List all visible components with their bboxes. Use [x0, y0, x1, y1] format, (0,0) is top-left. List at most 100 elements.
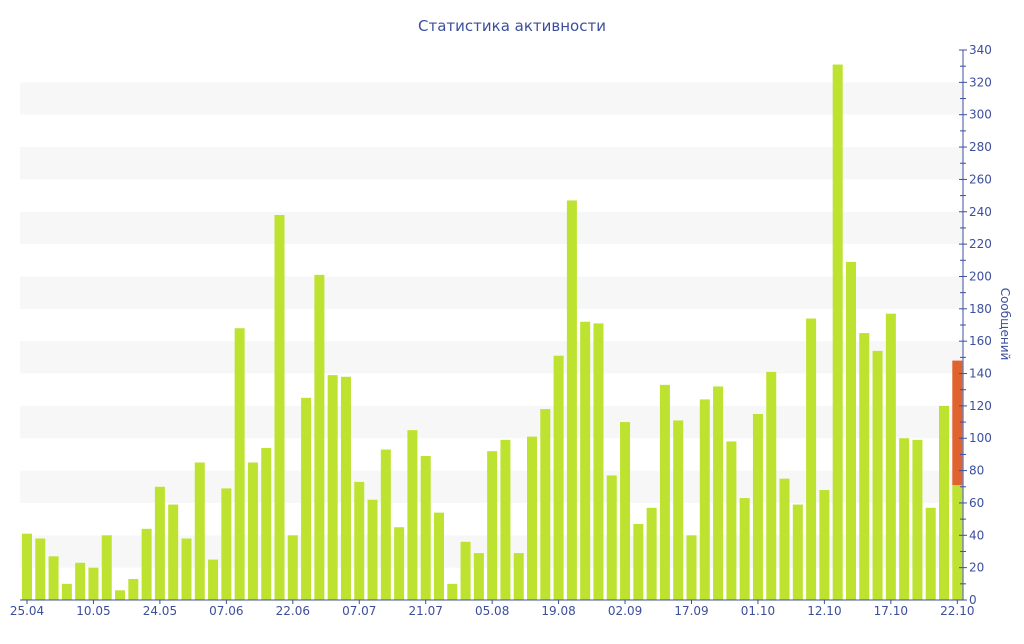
y-axis-label: Сообщений	[998, 288, 1012, 361]
bar	[380, 449, 391, 600]
grid-band	[20, 147, 963, 180]
bar-highlight	[952, 360, 963, 486]
bar	[620, 422, 631, 600]
y-tick-label: 60	[969, 496, 984, 510]
bar	[580, 321, 591, 600]
x-tick-label: 17.10	[874, 604, 908, 618]
y-tick-label: 200	[969, 269, 992, 283]
bar	[420, 456, 431, 600]
y-tick-label: 160	[969, 334, 992, 348]
x-tick-label: 25.04	[10, 604, 44, 618]
bar	[340, 376, 351, 600]
bar	[540, 409, 551, 600]
bar	[925, 507, 936, 600]
bar	[500, 439, 511, 600]
grid-band	[20, 276, 963, 309]
bar	[739, 498, 750, 600]
bar	[247, 462, 258, 600]
bar	[48, 556, 59, 600]
bar	[487, 451, 498, 600]
y-tick-label: 260	[969, 172, 992, 186]
bar	[792, 504, 803, 600]
y-tick-label: 300	[969, 108, 992, 122]
y-tick-label: 100	[969, 431, 992, 445]
bar	[287, 535, 298, 600]
bar	[447, 583, 458, 600]
bar	[261, 447, 272, 600]
bar	[433, 512, 444, 600]
bar	[806, 318, 817, 600]
bar	[646, 507, 657, 600]
x-tick-label: 07.06	[209, 604, 243, 618]
bar	[845, 261, 856, 600]
x-tick-label: 01.10	[741, 604, 775, 618]
bar	[168, 504, 179, 600]
y-tick-label: 0	[969, 593, 977, 607]
x-tick-label: 07.07	[342, 604, 376, 618]
grid-band	[20, 211, 963, 245]
bar	[766, 371, 777, 600]
x-tick-label: 17.09	[674, 604, 708, 618]
bar	[566, 200, 577, 601]
bar	[141, 528, 152, 600]
bar	[314, 274, 325, 600]
x-tick-label: 12.10	[807, 604, 841, 618]
x-tick-label: 22.10	[940, 604, 974, 618]
bar	[899, 438, 910, 600]
bar	[939, 405, 950, 600]
x-tick-label: 24.05	[143, 604, 177, 618]
x-tick-label: 22.06	[276, 604, 310, 618]
x-tick-label: 05.08	[475, 604, 509, 618]
x-tick-label: 02.09	[608, 604, 642, 618]
x-tick-label: 21.07	[409, 604, 443, 618]
bar	[952, 485, 963, 600]
bar	[633, 523, 644, 600]
grid-band	[20, 341, 963, 374]
bar	[194, 462, 205, 600]
grid-band	[20, 405, 963, 439]
y-tick-label: 340	[969, 43, 992, 57]
bar	[460, 541, 471, 600]
bar	[154, 486, 165, 600]
grid-bands	[20, 82, 963, 568]
bar	[606, 475, 617, 600]
bar	[872, 350, 883, 600]
x-axis: 25.04 10.05 24.05 07.06 22.06 07.07 21.07 05.08…	[10, 599, 974, 618]
bar	[513, 553, 524, 600]
y-tick-label: 20	[969, 561, 984, 575]
bar	[527, 436, 538, 600]
bar	[885, 313, 896, 600]
bar	[234, 328, 245, 600]
bar	[553, 355, 564, 600]
bar	[35, 538, 46, 600]
bar	[22, 533, 32, 600]
bar	[61, 583, 72, 600]
bar	[75, 562, 86, 600]
bar	[274, 215, 285, 600]
y-tick-label: 180	[969, 302, 992, 316]
bar	[221, 488, 232, 600]
bar	[859, 333, 870, 600]
bar	[713, 386, 724, 600]
bars	[22, 64, 963, 601]
bar	[181, 538, 192, 600]
y-tick-label: 280	[969, 140, 992, 154]
bar	[208, 559, 219, 600]
bar	[473, 553, 484, 600]
bar	[686, 535, 697, 600]
bar	[128, 578, 139, 600]
bar	[912, 439, 923, 600]
bar	[301, 397, 312, 600]
bar	[819, 490, 830, 600]
bar	[327, 375, 338, 600]
bar	[593, 323, 604, 600]
bar	[752, 413, 763, 600]
chart-title: Статистика активности	[418, 17, 606, 35]
bar	[726, 441, 737, 600]
bar	[367, 499, 378, 600]
bar	[101, 535, 112, 600]
y-tick-label: 40	[969, 528, 984, 542]
grid-band	[20, 82, 963, 115]
bar	[88, 567, 99, 600]
